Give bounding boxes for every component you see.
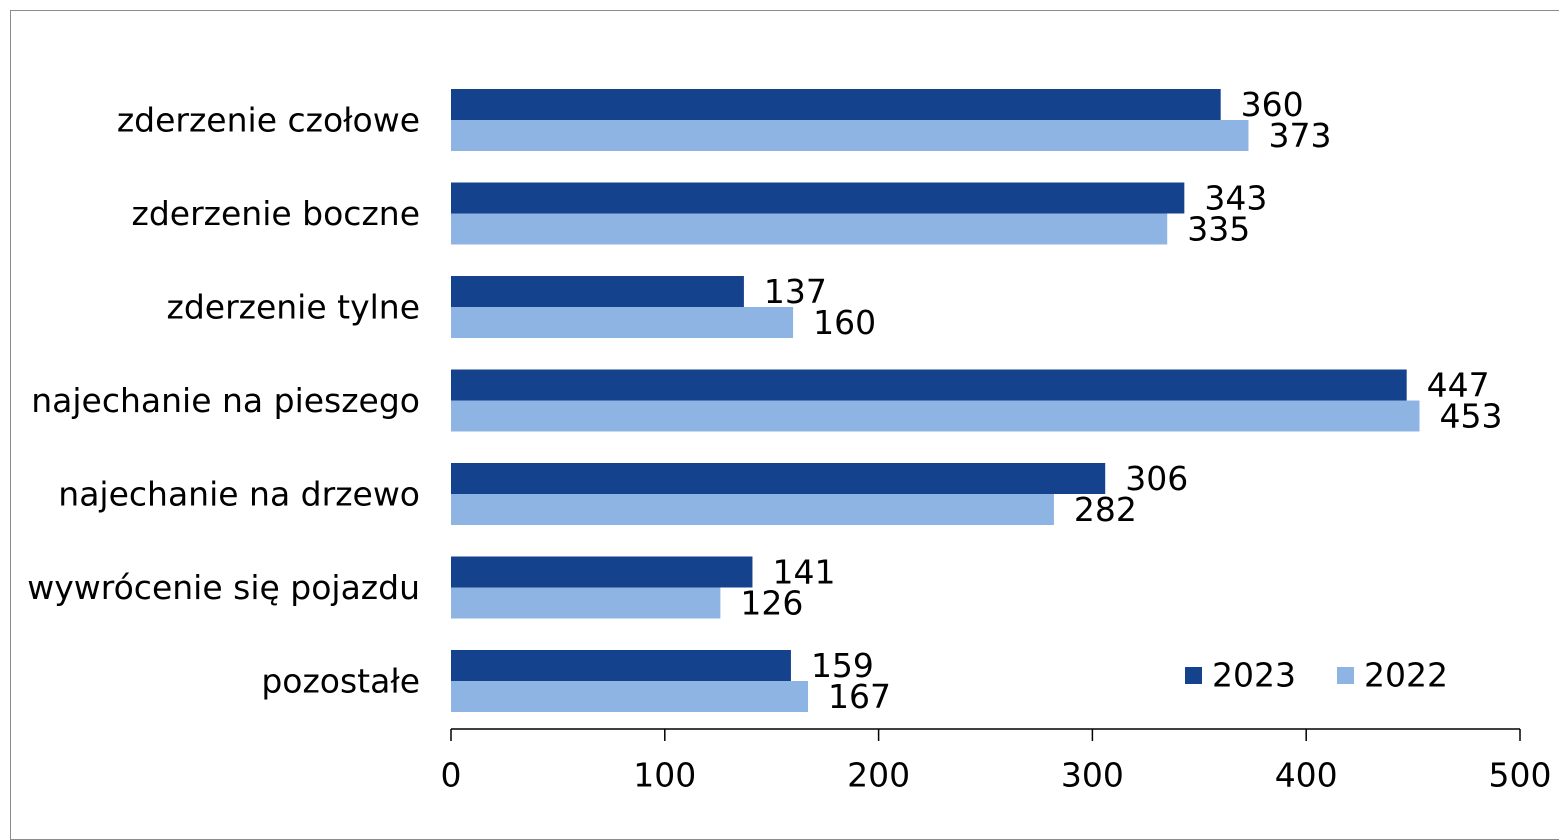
category-label: pozostałe [261, 662, 420, 701]
data-label: 373 [1268, 116, 1331, 155]
bar-2022-1 [451, 213, 1168, 245]
bar-2023-5 [451, 556, 753, 588]
bar-2023-0 [451, 89, 1221, 120]
legend-label: 2023 [1212, 656, 1296, 695]
x-tick-label: 300 [1061, 756, 1124, 795]
x-tick-label: 100 [633, 756, 696, 795]
category-label: najechanie na drzewo [58, 475, 420, 514]
bar-2022-0 [451, 120, 1249, 151]
legend-swatch-2022 [1337, 667, 1354, 684]
data-label: 453 [1440, 397, 1503, 436]
x-tick-label: 500 [1489, 756, 1552, 795]
bar-2022-6 [451, 681, 809, 712]
data-label: 306 [1125, 459, 1188, 498]
legend: 2023 2022 [1185, 656, 1448, 695]
data-label: 126 [740, 584, 803, 623]
data-label: 160 [813, 303, 876, 342]
category-label: najechanie na pieszego [31, 381, 420, 420]
data-label: 167 [828, 677, 891, 716]
data-label: 159 [811, 646, 874, 685]
data-label: 335 [1187, 210, 1250, 249]
bar-2023-3 [451, 369, 1407, 401]
data-label: 141 [772, 553, 835, 592]
legend-swatch-2023 [1185, 667, 1202, 684]
data-label: 137 [764, 272, 827, 311]
category-label: zderzenie boczne [132, 194, 420, 233]
bar-2022-4 [451, 494, 1054, 525]
x-tick-label: 0 [441, 756, 462, 795]
x-tick-label: 400 [1275, 756, 1338, 795]
data-label: 360 [1241, 85, 1304, 124]
bar-2022-2 [451, 307, 794, 338]
bars-group [451, 89, 1420, 712]
bar-2022-5 [451, 587, 721, 619]
bar-2023-4 [451, 463, 1106, 494]
x-tick-label: 200 [847, 756, 910, 795]
data-label: 447 [1427, 366, 1490, 405]
x-axis: 0 100 200 300 400 500 [441, 728, 1552, 795]
category-labels: zderzenie czołowe zderzenie boczne zderzen… [27, 101, 420, 701]
category-label: zderzenie czołowe [117, 101, 420, 140]
bar-2023-2 [451, 276, 744, 307]
data-label: 343 [1204, 179, 1267, 218]
data-label: 282 [1074, 490, 1137, 529]
bar-2022-3 [451, 400, 1420, 432]
bar-2023-1 [451, 182, 1185, 214]
category-label: zderzenie tylne [167, 288, 421, 327]
bar-2023-6 [451, 650, 791, 681]
category-label: wywrócenie się pojazdu [27, 568, 420, 607]
legend-label: 2022 [1364, 656, 1448, 695]
